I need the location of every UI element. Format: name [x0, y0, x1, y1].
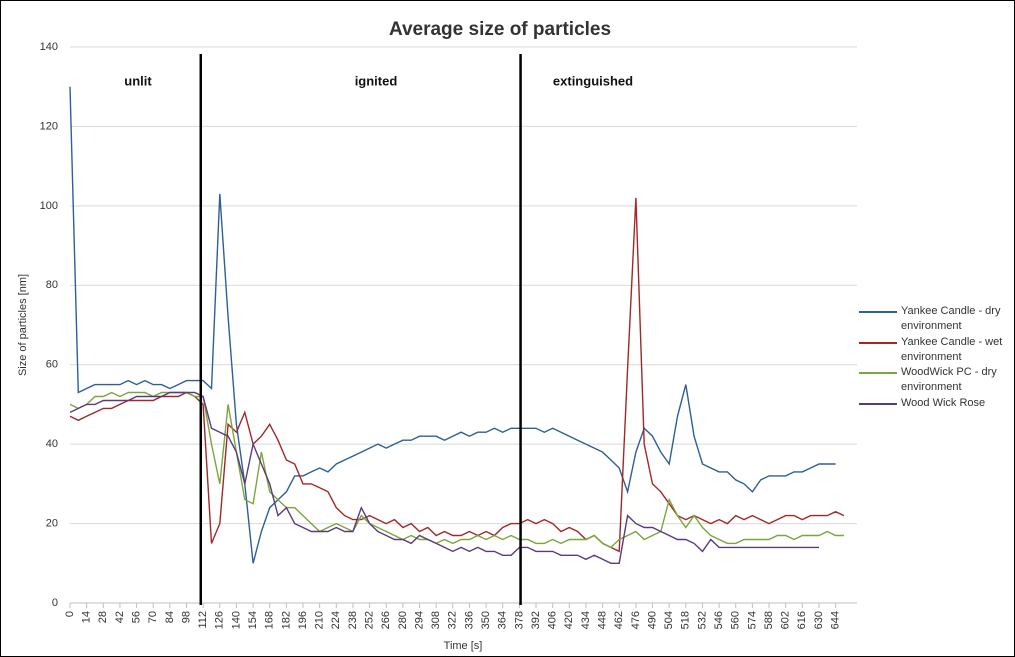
x-tick-label: 168 [264, 611, 276, 629]
y-tick-label: 100 [40, 200, 58, 212]
y-tick-label: 20 [46, 517, 58, 529]
legend-label: WoodWick PC - dry environment [901, 366, 997, 393]
legend-label: Wood Wick Rose [901, 397, 986, 409]
x-tick-label: 84 [164, 611, 176, 623]
x-tick-label: 196 [297, 611, 309, 629]
series-line [69, 391, 844, 549]
x-tick-label: 28 [97, 611, 109, 623]
x-axis-label: Time [s] [444, 640, 483, 652]
y-tick-label: 60 [46, 359, 58, 371]
x-tick-label: 112 [197, 611, 209, 629]
x-tick-label: 294 [413, 611, 425, 629]
x-tick-label: 560 [730, 611, 742, 629]
x-tick-label: 238 [347, 611, 359, 629]
series-line [69, 391, 819, 564]
x-tick-label: 42 [114, 611, 126, 623]
y-tick-label: 40 [46, 438, 58, 450]
chart-title: Average size of particles [389, 19, 611, 40]
y-axis-label: Size of particles [nm] [17, 274, 29, 376]
legend-label: Yankee Candle - dry environment [901, 305, 1001, 332]
x-tick-label: 616 [796, 611, 808, 629]
x-tick-label: 378 [513, 611, 525, 629]
x-tick-label: 0 [64, 611, 76, 617]
x-tick-label: 504 [663, 611, 675, 629]
x-tick-label: 308 [430, 611, 442, 629]
legend-label: Yankee Candle - wet environment [901, 336, 1003, 363]
phase-label: extinguished [553, 73, 633, 88]
y-tick-label: 120 [40, 120, 58, 132]
x-tick-label: 518 [680, 611, 692, 629]
x-tick-label: 56 [130, 611, 142, 623]
x-tick-label: 588 [763, 611, 775, 629]
x-tick-label: 98 [180, 611, 192, 623]
x-tick-label: 350 [480, 611, 492, 629]
y-tick-label: 140 [40, 41, 58, 53]
x-tick-label: 602 [780, 611, 792, 629]
x-tick-label: 490 [646, 611, 658, 629]
x-tick-label: 630 [813, 611, 825, 629]
x-tick-label: 154 [247, 611, 259, 629]
x-tick-label: 406 [547, 611, 559, 629]
x-tick-label: 476 [630, 611, 642, 629]
x-tick-label: 434 [580, 611, 592, 629]
x-tick-label: 224 [330, 611, 342, 629]
x-tick-label: 448 [596, 611, 608, 629]
series-line [69, 86, 836, 564]
x-tick-label: 266 [380, 611, 392, 629]
x-tick-label: 252 [363, 611, 375, 629]
y-tick-label: 80 [46, 279, 58, 291]
x-tick-label: 210 [314, 611, 326, 629]
x-tick-label: 280 [397, 611, 409, 629]
x-tick-label: 336 [463, 611, 475, 629]
phase-label: unlit [124, 73, 152, 88]
x-tick-label: 140 [230, 611, 242, 629]
x-tick-label: 322 [447, 611, 459, 629]
x-tick-label: 14 [81, 611, 93, 623]
x-tick-label: 182 [280, 611, 292, 629]
phase-label: ignited [355, 73, 398, 88]
x-tick-label: 70 [147, 611, 159, 623]
x-tick-label: 462 [613, 611, 625, 629]
y-tick-label: 0 [52, 597, 58, 609]
x-tick-label: 364 [497, 611, 509, 629]
x-tick-label: 126 [214, 611, 226, 629]
x-tick-label: 644 [830, 611, 842, 629]
x-tick-label: 574 [746, 611, 758, 629]
x-tick-label: 420 [563, 611, 575, 629]
series-line [69, 197, 845, 553]
x-tick-label: 532 [696, 611, 708, 629]
x-tick-label: 392 [530, 611, 542, 629]
x-tick-label: 546 [713, 611, 725, 629]
